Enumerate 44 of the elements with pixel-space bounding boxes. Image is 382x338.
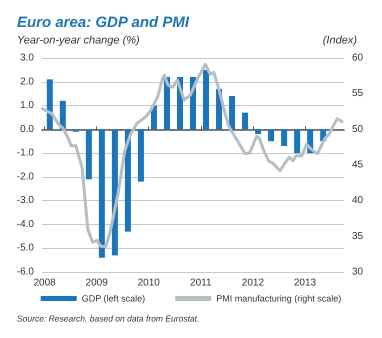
chart-title: Euro area: GDP and PMI <box>17 14 190 31</box>
bar <box>229 96 236 130</box>
y-tick-label: -2.0 <box>16 171 34 182</box>
bar <box>46 79 53 130</box>
x-tick-label: 2012 <box>242 278 264 288</box>
bar <box>203 70 210 130</box>
legend-label: PMI manufacturing (right scale) <box>216 294 342 304</box>
y-tick-label: 3.0 <box>20 52 34 64</box>
source-note: Source: Research, based on data from Eurostat. <box>17 314 200 324</box>
bar <box>255 129 262 134</box>
y-tick-label: -6.0 <box>16 266 34 278</box>
y2-tick-label: 60 <box>352 52 364 64</box>
x-tick-label: 2009 <box>86 278 108 288</box>
bar <box>281 129 288 146</box>
bar <box>268 129 274 142</box>
y2-tick-label: 30 <box>352 266 364 278</box>
bar <box>60 100 66 130</box>
x-tick-label: 2010 <box>138 278 160 288</box>
y-tick-label: 1.0 <box>20 100 34 112</box>
bar <box>150 106 157 130</box>
bar <box>294 129 300 154</box>
bar <box>98 129 105 258</box>
legend-label: GDP (left scale) <box>82 294 146 304</box>
y-tick-label: 0.0 <box>20 124 34 135</box>
y-tick-label: -5.0 <box>16 242 34 254</box>
x-tick-label: 2008 <box>33 278 56 288</box>
y2-tick-label: 55 <box>352 88 364 100</box>
x-tick-label: 2011 <box>190 278 212 288</box>
bar <box>124 129 131 232</box>
y2-tick-label: 45 <box>352 160 364 170</box>
y-tick-label: -1.0 <box>16 148 34 159</box>
y-axis-title: Year-on-year change (%) <box>17 34 140 46</box>
bar <box>138 129 144 182</box>
bar <box>242 112 248 130</box>
y2-tick-label: 40 <box>352 195 364 206</box>
y2-axis-title: (Index) <box>322 34 358 46</box>
bar <box>86 129 92 180</box>
y-tick-label: -4.0 <box>16 218 34 230</box>
x-tick-label: 2013 <box>294 278 317 288</box>
y2-tick-label: 50 <box>352 124 364 135</box>
y-tick-label: 2.0 <box>20 76 34 88</box>
y2-tick-label: 35 <box>352 230 364 242</box>
line-series <box>41 62 344 248</box>
y-tick-label: -3.0 <box>16 195 34 206</box>
